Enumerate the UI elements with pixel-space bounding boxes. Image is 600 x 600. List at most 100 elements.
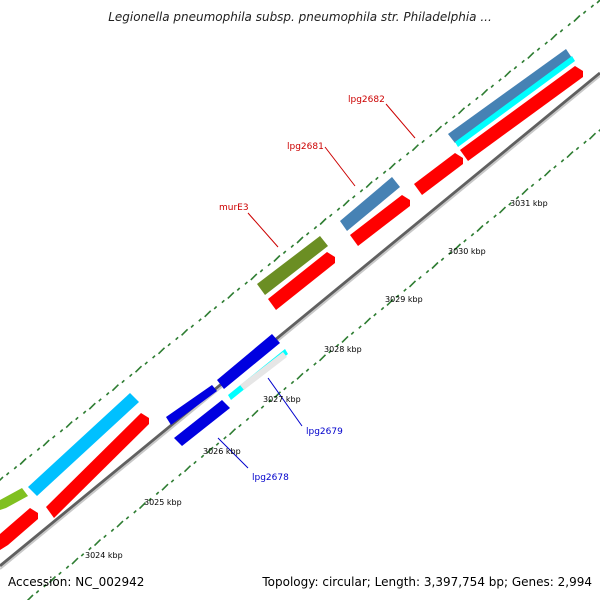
scale-tick-3031: 3031 kbp <box>510 199 548 208</box>
feature-dot <box>82 410 87 415</box>
feature-dot <box>157 347 166 355</box>
scale-tick-3027: 3027 kbp <box>263 395 301 404</box>
feature-dot <box>375 176 379 181</box>
feature-dot <box>386 298 394 306</box>
feature-dot <box>170 479 175 483</box>
feature-dot <box>88 546 92 551</box>
feature-dot <box>425 269 430 274</box>
feature-dot <box>193 460 197 465</box>
feature-dot <box>65 565 70 569</box>
feature-dot <box>395 294 400 299</box>
feature-dot <box>388 162 396 170</box>
feature-dot <box>98 398 102 402</box>
feature-dot <box>213 305 218 310</box>
feature-dot <box>398 158 402 162</box>
scale-tick-3028: 3028 kbp <box>324 345 362 354</box>
feature-dot <box>536 47 541 51</box>
feature-dot <box>43 583 47 588</box>
feature-dot <box>411 144 419 152</box>
feature-dot <box>521 59 525 64</box>
feature-dot <box>93 539 102 547</box>
feature-dot <box>418 276 422 280</box>
feature-dot <box>504 70 512 78</box>
feature-dot <box>452 115 456 119</box>
feature-dot <box>463 239 467 243</box>
feature-dot <box>52 435 56 439</box>
feature-dot <box>48 575 57 584</box>
feature-dot <box>408 280 417 288</box>
feature-dot <box>544 41 548 45</box>
cds-arrow <box>460 66 583 161</box>
feature-dot <box>116 520 124 528</box>
feature-dot <box>467 102 471 107</box>
feature-dot <box>88 402 96 410</box>
feature-dot <box>530 183 535 188</box>
cds-arrow <box>166 385 217 425</box>
feature-dot <box>498 206 507 214</box>
feature-dot <box>19 457 27 466</box>
feature-dot <box>475 96 479 101</box>
feature-dot <box>221 299 225 304</box>
feature-dot <box>382 170 387 175</box>
cds-arrow <box>174 400 230 446</box>
feature-dot <box>103 534 107 539</box>
feature-dot <box>476 224 484 233</box>
feature-dot <box>80 553 85 557</box>
feature-dot <box>566 151 574 159</box>
feature-dot <box>319 217 327 226</box>
scale-tick-3024: 3024 kbp <box>85 551 123 560</box>
feature-dot <box>380 306 385 311</box>
cds-arrow <box>257 236 328 295</box>
feature-dot <box>273 254 281 263</box>
feature-dot <box>470 232 475 237</box>
cds-arrow <box>455 56 575 147</box>
feature-dot <box>190 324 195 328</box>
feature-dot <box>342 199 350 207</box>
feature-dot <box>434 125 443 133</box>
feature-dot <box>238 423 242 428</box>
feature-dot <box>133 510 137 514</box>
feature-dot <box>305 368 310 372</box>
feature-dot <box>527 51 535 59</box>
feature-dot <box>268 399 272 403</box>
feature-dot <box>175 336 179 341</box>
feature-dot <box>352 195 356 199</box>
feature-dot <box>144 361 148 365</box>
feature-dot <box>290 244 295 248</box>
feature-dot <box>405 152 410 156</box>
feature-dot <box>35 590 40 594</box>
feature-dot <box>350 331 355 335</box>
cds-arrow <box>217 334 280 389</box>
cds-arrow <box>448 49 572 143</box>
feature-dot <box>198 318 202 322</box>
cds-arrow <box>46 413 149 518</box>
feature-dot <box>244 281 248 285</box>
feature-dot <box>161 483 169 491</box>
feature-dot <box>444 121 448 125</box>
feature-dot <box>403 288 407 292</box>
feature-dot <box>167 342 171 347</box>
reverse-strand-features <box>0 66 583 550</box>
gene-label-lpg2679: lpg2679 <box>306 427 343 437</box>
feature-dot <box>296 236 304 244</box>
feature-dot <box>313 362 317 366</box>
feature-dot <box>515 195 520 200</box>
feature-dot <box>259 269 264 273</box>
feature-dot <box>328 349 332 354</box>
feature-dot <box>448 251 452 255</box>
feature-dot <box>363 317 372 325</box>
label-leader-lines <box>217 103 416 469</box>
feature-dot <box>236 287 241 291</box>
feature-dot <box>575 146 580 151</box>
feature-dot <box>26 594 34 600</box>
feature-dot <box>440 257 445 262</box>
feature-dot <box>148 497 152 502</box>
feature-dot <box>183 465 192 473</box>
feature-dot <box>453 243 462 251</box>
outer-feature-ring <box>0 0 600 482</box>
feature-dot <box>13 465 18 470</box>
feature-dot <box>359 189 364 193</box>
scale-tick-3030: 3030 kbp <box>448 247 486 256</box>
feature-dot <box>305 232 310 236</box>
feature-dot <box>58 571 62 576</box>
